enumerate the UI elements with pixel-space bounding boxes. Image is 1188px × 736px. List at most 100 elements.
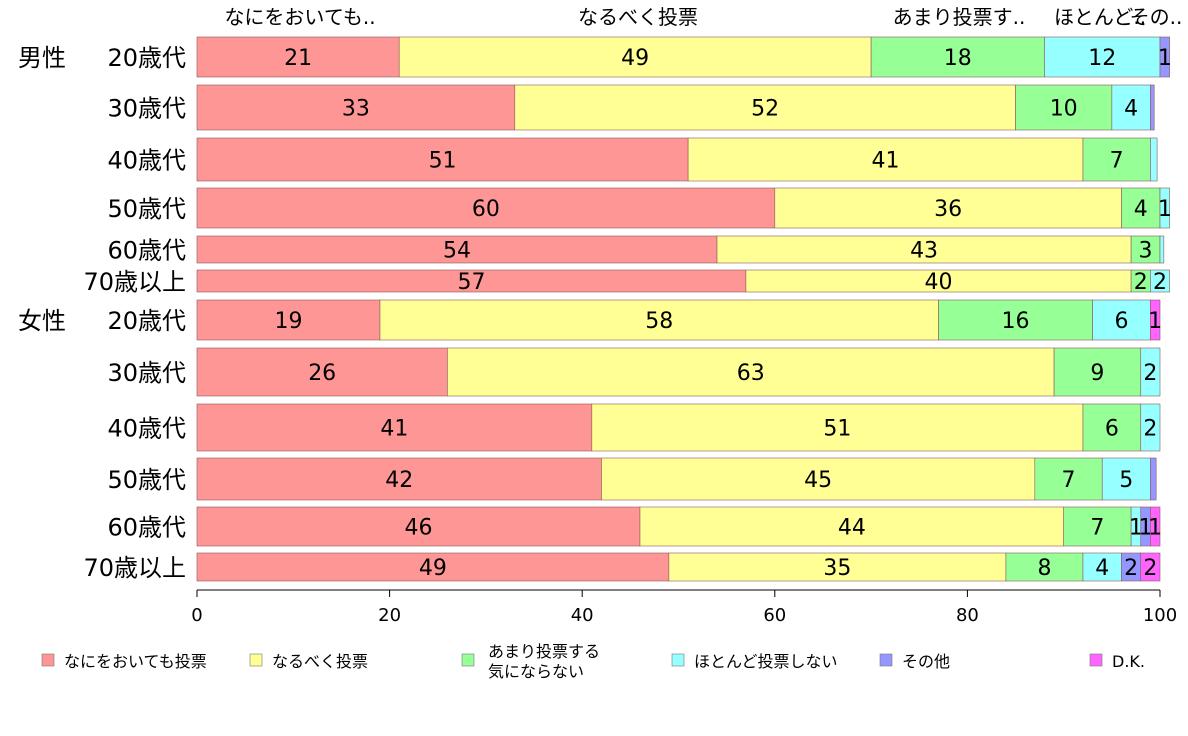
bar-segment [196, 299, 381, 341]
data-label: 2 [1143, 417, 1157, 442]
category-label: 50歳代 [107, 195, 186, 223]
bar-segment [870, 36, 1045, 78]
data-label: 1 [1148, 309, 1162, 334]
bar-segment [601, 457, 1036, 501]
top-series-label: あまり投票す.. [893, 5, 1026, 29]
data-label: 57 [457, 270, 485, 295]
bar-segment [1159, 36, 1170, 78]
bar-segment [1140, 347, 1161, 397]
data-label: 41 [380, 417, 408, 442]
x-tick-label: 80 [956, 605, 979, 626]
category-label: 60歳代 [107, 237, 186, 265]
bar-segment [1150, 506, 1161, 547]
bar-segment [1082, 552, 1122, 582]
data-label: 1 [1139, 516, 1153, 541]
bar-segment [1150, 299, 1161, 341]
category-label: 70歳以上 [83, 268, 186, 296]
data-label: 46 [404, 516, 432, 541]
data-label: 43 [910, 239, 938, 264]
legend-label: ほとんど投票しない [694, 652, 838, 671]
data-label: 49 [621, 46, 649, 71]
data-label: 1 [1158, 46, 1172, 71]
data-label: 19 [274, 309, 302, 334]
legend-label: その他 [902, 652, 950, 671]
data-label: 4 [1095, 556, 1109, 581]
legend-label: あまり投票する [488, 642, 600, 661]
bar-segment [639, 506, 1064, 547]
legend-label: 気にならない [488, 662, 584, 681]
bar-segment [196, 187, 776, 229]
legend-swatch [461, 653, 475, 667]
bar-segment [447, 347, 1055, 397]
category-label: 20歳代 [107, 44, 186, 72]
data-label: 2 [1143, 361, 1157, 386]
category-label: 70歳以上 [83, 554, 186, 582]
category-label: 20歳代 [107, 307, 186, 335]
data-label: 2 [1124, 556, 1138, 581]
data-label: 4 [1124, 97, 1138, 122]
bar-segment [1092, 299, 1151, 341]
category-label: 40歳代 [107, 415, 186, 443]
data-label: 4 [1134, 197, 1148, 222]
bar-segment [591, 403, 1084, 452]
data-label: 1 [1129, 516, 1143, 541]
data-label: 5 [1119, 468, 1133, 493]
legend-label: なるべく投票 [272, 652, 368, 671]
data-label: 45 [804, 468, 832, 493]
data-label: 2 [1153, 270, 1167, 295]
data-label: 54 [443, 239, 471, 264]
bar-segment [514, 84, 1016, 131]
bar-segment [1034, 457, 1103, 501]
legend-label: D.K. [1112, 652, 1145, 671]
data-label: 1 [1158, 197, 1172, 222]
bar-segment [938, 299, 1093, 341]
top-series-label: なるべく投票 [578, 5, 698, 29]
legend-swatch [879, 653, 893, 667]
bar-segment [196, 347, 448, 397]
top-series-label: その.. [1130, 5, 1183, 29]
data-label: 40 [925, 270, 953, 295]
data-label: 60 [472, 197, 500, 222]
data-label: 2 [1134, 270, 1148, 295]
data-label: 10 [1050, 97, 1078, 122]
bar-segment [379, 299, 939, 341]
data-label: 7 [1090, 516, 1104, 541]
data-label: 33 [342, 97, 370, 122]
data-label: 35 [823, 556, 851, 581]
bar-segment [196, 137, 689, 182]
category-label: 40歳代 [107, 147, 186, 175]
data-label: 58 [645, 309, 673, 334]
bar-segment [687, 137, 1084, 182]
bar-segment [1063, 506, 1132, 547]
bar-segment [196, 403, 593, 452]
bar-segment [196, 552, 670, 582]
bar-segment [1082, 403, 1142, 452]
data-label: 52 [751, 97, 779, 122]
bar-segment [196, 235, 718, 264]
data-label: 63 [737, 361, 765, 386]
category-label: 50歳代 [107, 466, 186, 494]
data-label: 6 [1105, 417, 1119, 442]
bar-segment [196, 457, 602, 501]
data-label: 44 [838, 516, 866, 541]
group-label: 女性 [18, 307, 66, 335]
bar-segment [1159, 187, 1170, 229]
data-label: 26 [308, 361, 336, 386]
bar-segment [1121, 187, 1161, 229]
bar-segment [716, 235, 1132, 264]
bar-segment [1015, 84, 1113, 131]
bar-segment [1044, 36, 1161, 78]
data-label: 18 [944, 46, 972, 71]
category-label: 30歳代 [107, 95, 186, 123]
bar-segment [1150, 269, 1170, 293]
data-label: 51 [429, 149, 457, 174]
category-label: 60歳代 [107, 514, 186, 542]
data-label: 12 [1088, 46, 1116, 71]
data-label: 49 [419, 556, 447, 581]
bar-segment [1150, 137, 1158, 182]
top-series-label: ほとんど.. [1054, 5, 1146, 29]
bar-segment [1130, 235, 1161, 264]
bar-segment [398, 36, 872, 78]
data-label: 9 [1090, 361, 1104, 386]
data-label: 1 [1148, 516, 1162, 541]
